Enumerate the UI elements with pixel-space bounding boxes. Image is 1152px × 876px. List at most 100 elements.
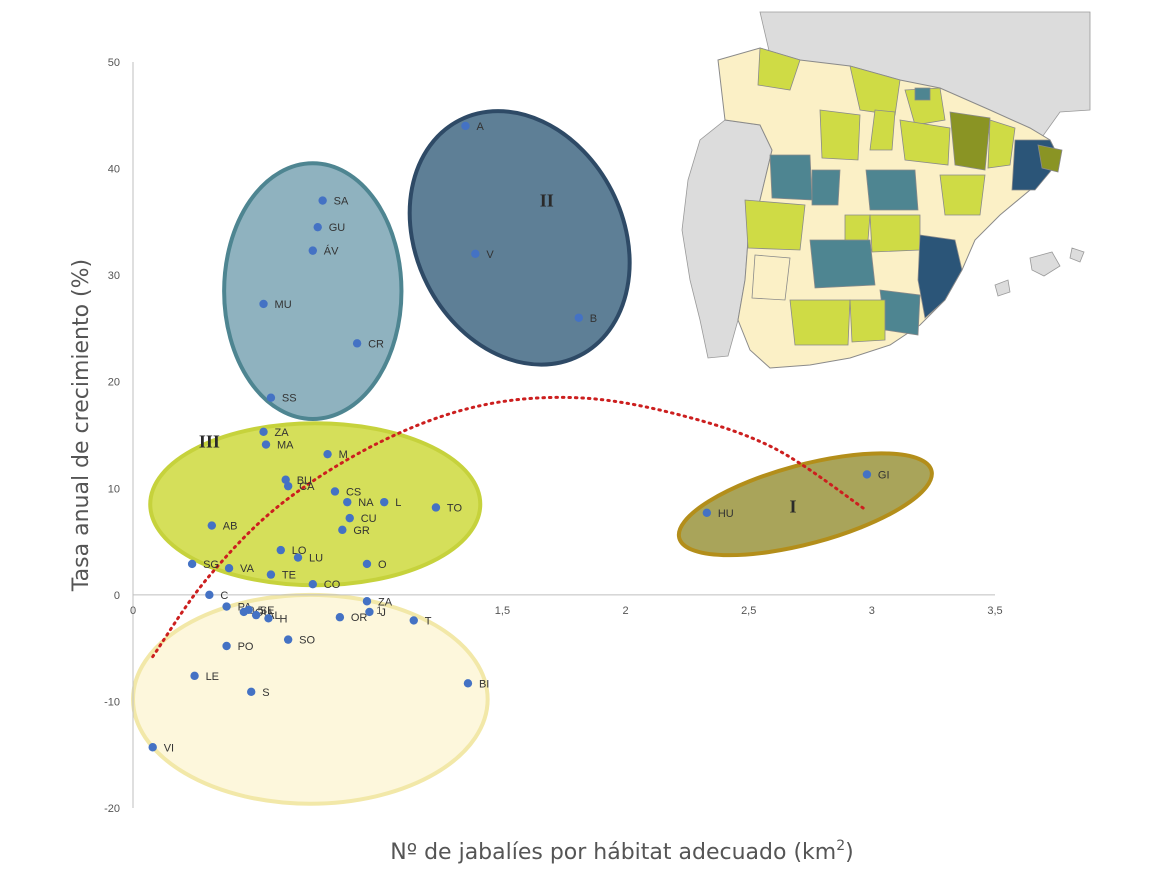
y-tick-label: -20 xyxy=(104,803,120,815)
y-tick-label: 10 xyxy=(108,483,120,495)
data-point xyxy=(239,607,249,617)
map-province xyxy=(869,109,896,151)
data-point xyxy=(308,246,317,255)
data-point-label: SA xyxy=(334,196,349,208)
data-point xyxy=(283,635,293,644)
data-point-label: NA xyxy=(358,497,374,509)
x-tick-label: 3 xyxy=(869,605,875,617)
data-point-label: BI xyxy=(479,678,489,690)
group-ellipse-unlabeled-4 xyxy=(131,592,490,806)
data-point-label: SG xyxy=(203,559,219,571)
map-province xyxy=(949,111,991,171)
data-point-label: PO xyxy=(238,641,254,653)
data-point xyxy=(261,440,271,449)
data-point-label: O xyxy=(378,559,387,571)
data-point-label: BU xyxy=(297,475,312,487)
data-point xyxy=(266,570,276,579)
map-province xyxy=(1037,144,1063,173)
data-point-label: CO xyxy=(324,579,341,591)
axes xyxy=(132,62,995,808)
x-tick-label: 2,5 xyxy=(741,605,756,617)
data-point xyxy=(313,222,322,232)
map-province xyxy=(757,47,801,91)
data-point xyxy=(702,508,712,517)
data-point-label: CS xyxy=(346,486,361,498)
data-point xyxy=(222,602,231,611)
data-point-label: MU xyxy=(275,299,292,311)
data-point-label: ZA xyxy=(275,427,290,439)
data-point-label: GR xyxy=(353,525,370,537)
data-point xyxy=(409,616,418,625)
data-point-label: TO xyxy=(447,502,463,514)
map-province xyxy=(789,299,851,346)
data-point xyxy=(293,553,303,562)
x-axis-title-close: ) xyxy=(845,840,854,865)
data-point xyxy=(463,679,473,688)
data-point xyxy=(266,393,276,402)
data-point-label: OR xyxy=(351,612,368,624)
data-point xyxy=(431,503,441,512)
data-point xyxy=(264,614,273,623)
data-point-label: LE xyxy=(206,671,219,683)
map-province xyxy=(844,214,871,241)
map-balearic-islands xyxy=(994,247,1085,297)
map-province xyxy=(939,174,986,216)
spain-province-map xyxy=(676,11,1091,382)
data-point xyxy=(281,475,290,484)
data-point xyxy=(259,427,268,437)
data-point xyxy=(308,580,317,589)
data-point xyxy=(365,607,374,617)
data-point-label: TE xyxy=(282,570,296,582)
data-point xyxy=(283,481,293,491)
data-point-label: AB xyxy=(223,521,238,533)
group-ellipse-i xyxy=(676,451,934,558)
data-point-label: ÁV xyxy=(324,245,339,258)
y-tick-label: 40 xyxy=(108,164,120,176)
data-point xyxy=(259,299,268,309)
x-axis-title: Nº de jabalíes por hábitat adecuado (km2… xyxy=(390,838,853,865)
data-point-label: T xyxy=(425,615,432,627)
data-point-label: VA xyxy=(240,563,255,575)
data-point xyxy=(380,497,389,507)
map-province xyxy=(769,154,813,201)
data-point xyxy=(461,121,470,131)
map-province xyxy=(914,87,931,101)
data-point-label: SS xyxy=(282,393,297,405)
map-province xyxy=(899,119,951,166)
group-label-iii: III xyxy=(199,431,220,451)
data-point xyxy=(574,313,583,322)
group-ellipse-ii xyxy=(407,109,632,367)
data-point-label: SO xyxy=(299,635,315,647)
data-point-label: V xyxy=(486,249,494,261)
data-point xyxy=(251,610,261,620)
group-label-ii: II xyxy=(540,191,554,211)
data-point xyxy=(276,545,285,555)
data-point-label: L xyxy=(395,497,401,509)
data-point-label: GU xyxy=(329,222,346,234)
y-tick-label: -10 xyxy=(104,696,120,708)
map-province xyxy=(819,109,861,161)
data-point xyxy=(362,597,372,606)
data-point-label: B xyxy=(590,313,597,325)
map-province xyxy=(811,169,841,206)
data-point-label: CA xyxy=(299,481,315,493)
data-point xyxy=(205,590,214,600)
map-province xyxy=(751,254,791,301)
x-tick-label: 1 xyxy=(376,605,382,617)
data-point-label: A xyxy=(476,121,484,133)
y-tick-label: 0 xyxy=(114,590,120,602)
data-point-label: M xyxy=(339,449,348,461)
x-tick-label: 3,5 xyxy=(987,605,1002,617)
y-axis-title: Tasa anual de crecimiento (%) xyxy=(69,259,94,592)
y-tick-labels: -20 -10 0 10 20 30 40 50 xyxy=(104,57,120,815)
data-point xyxy=(247,687,256,697)
group-ellipse-unlabeled-1 xyxy=(222,161,404,422)
map-province xyxy=(849,299,886,343)
data-point xyxy=(190,671,199,681)
data-point xyxy=(318,196,327,205)
data-point-label: H xyxy=(279,613,287,625)
map-province xyxy=(865,169,919,211)
data-point-label: LO xyxy=(292,545,307,557)
map-province xyxy=(809,239,876,289)
